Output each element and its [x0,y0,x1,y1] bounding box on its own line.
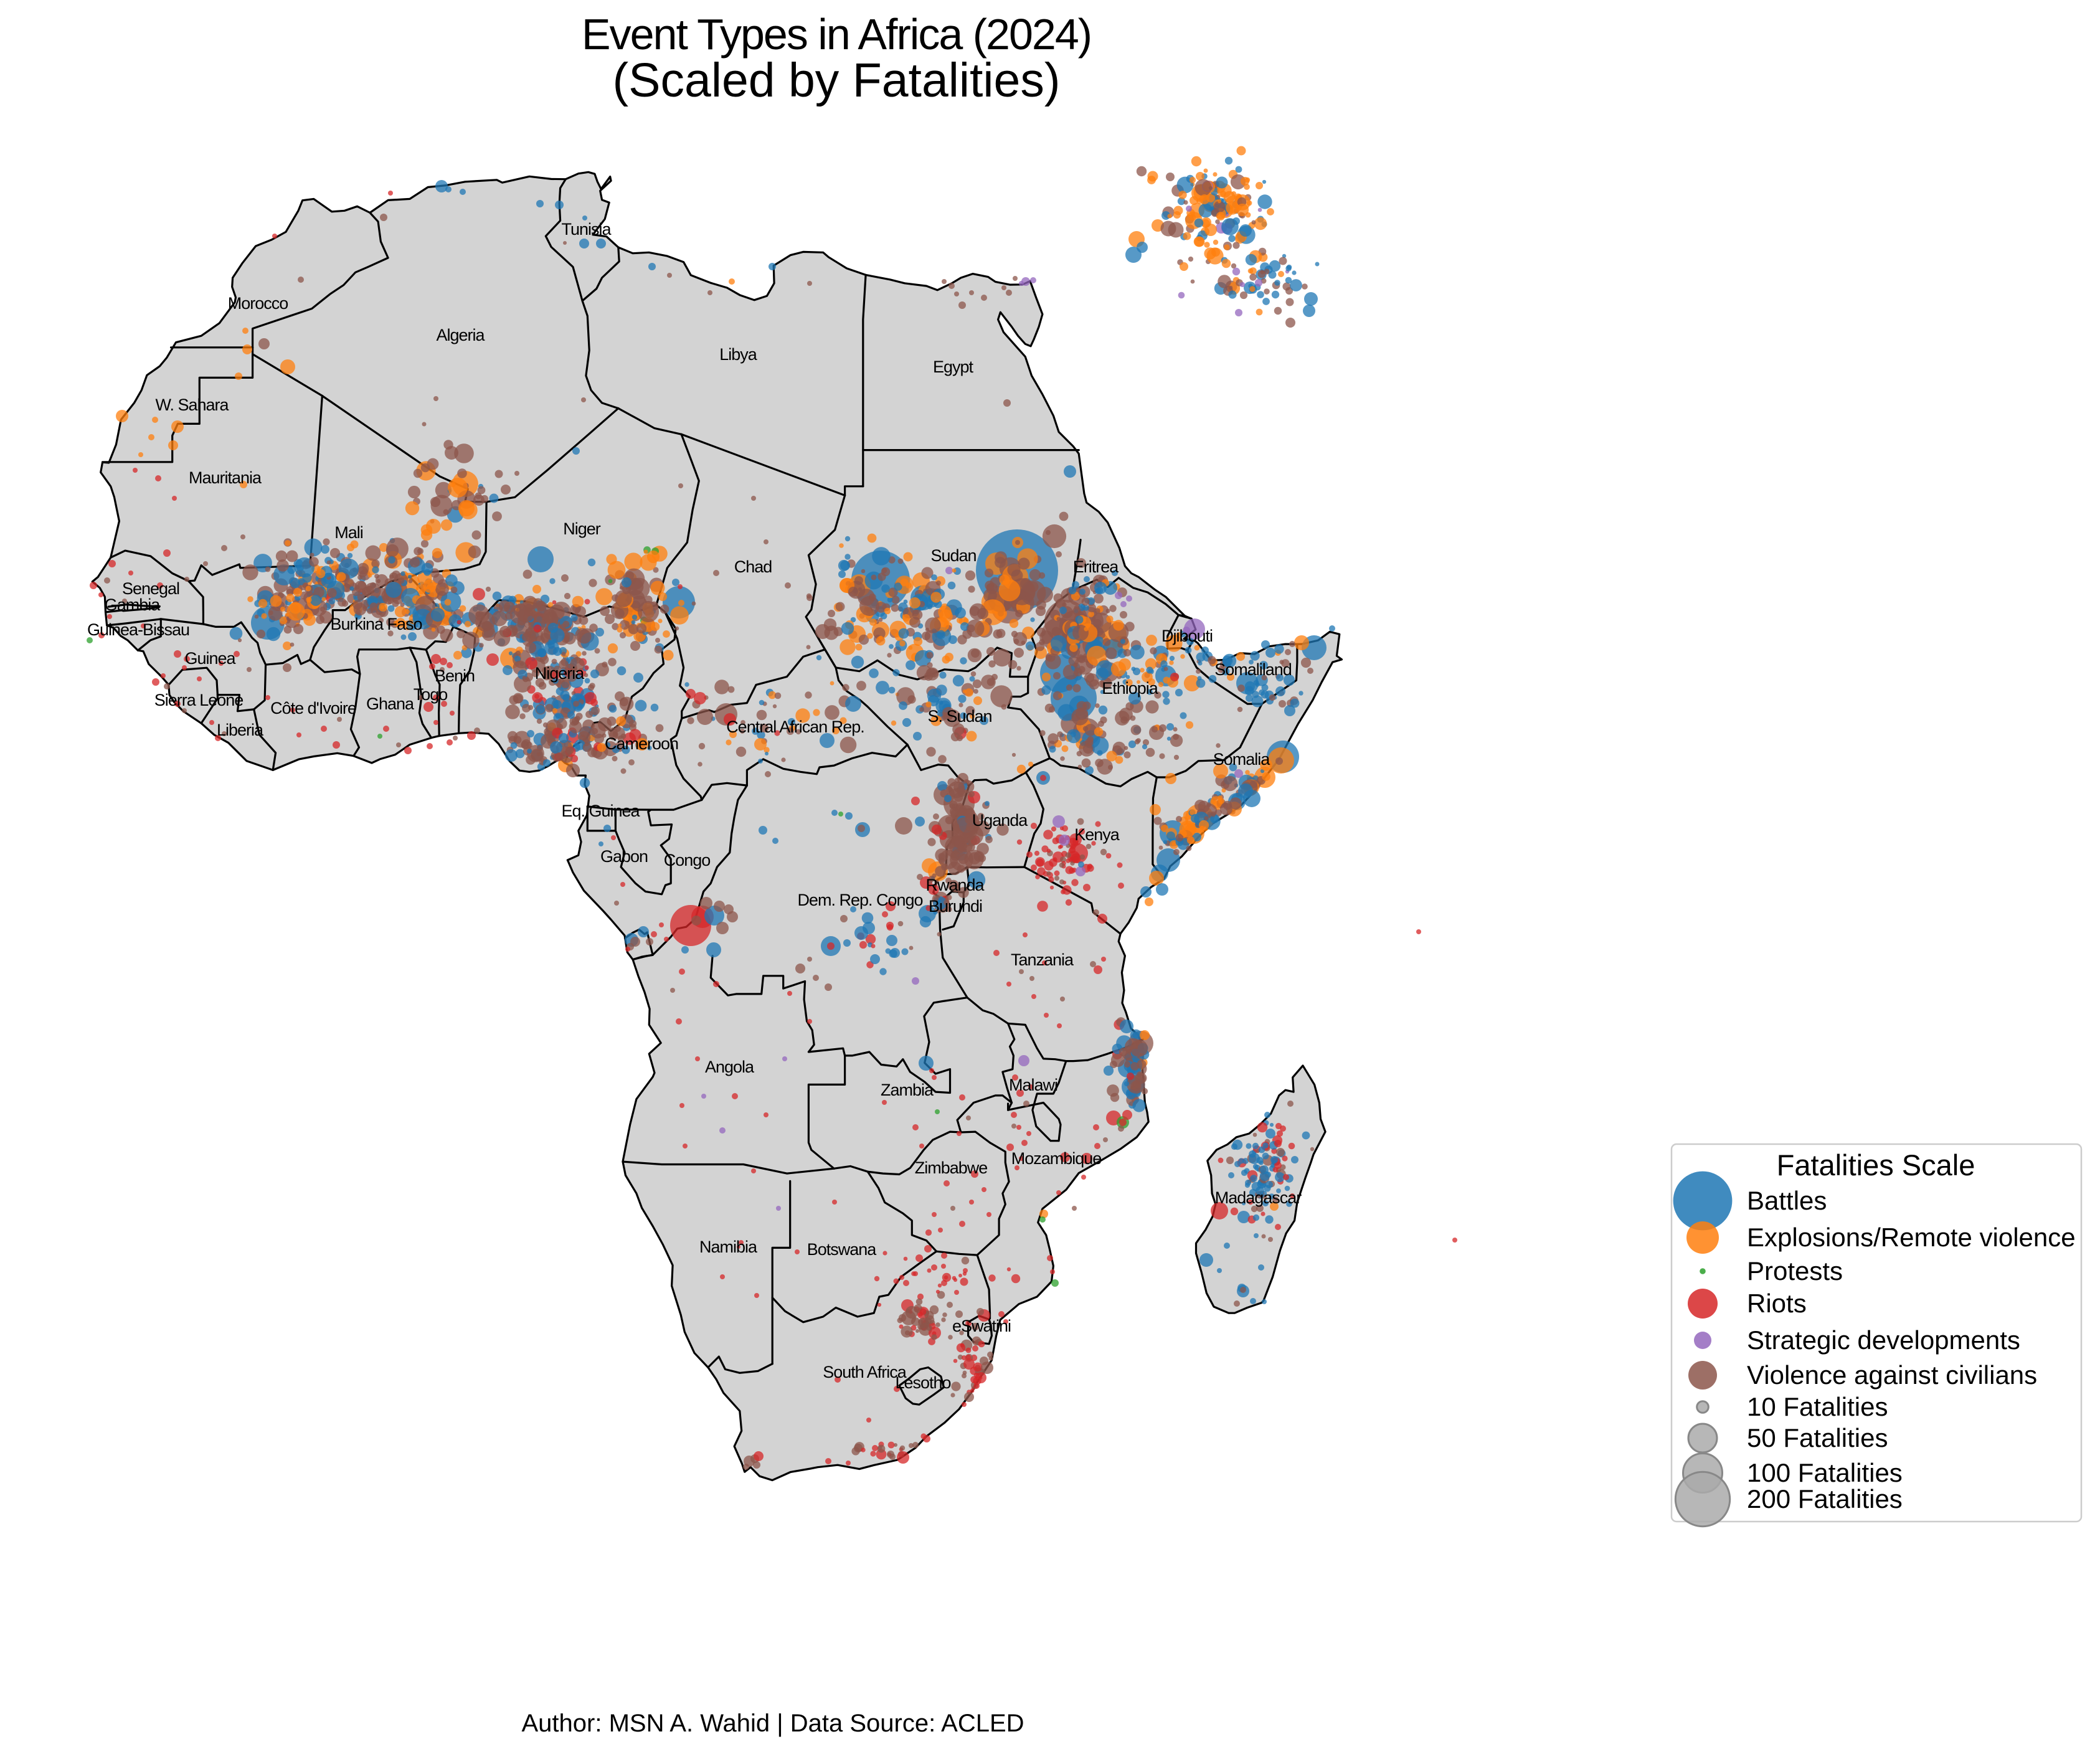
svg-text:10 Fatalities: 10 Fatalities [1747,1392,1888,1421]
svg-text:Botswana: Botswana [807,1240,877,1259]
svg-text:Riots: Riots [1747,1289,1807,1318]
svg-text:South Africa: South Africa [823,1363,907,1381]
svg-text:Côte d'Ivoire: Côte d'Ivoire [270,699,356,717]
svg-text:Ghana: Ghana [366,694,415,713]
svg-text:Ethiopia: Ethiopia [1102,679,1159,698]
svg-text:Chad: Chad [734,557,772,576]
svg-text:Battles: Battles [1747,1186,1827,1215]
svg-text:Protests: Protests [1747,1256,1843,1286]
svg-text:Guinea-Bissau: Guinea-Bissau [87,620,189,639]
svg-text:Central African Rep.: Central African Rep. [726,717,864,736]
svg-text:Somaliland: Somaliland [1214,660,1292,679]
svg-text:Lesotho: Lesotho [895,1373,950,1392]
svg-text:Zambia: Zambia [881,1081,934,1099]
svg-text:Mali: Mali [334,523,363,542]
svg-text:Niger: Niger [563,519,601,538]
svg-text:Sierra Leone: Sierra Leone [154,691,244,709]
svg-text:Burundi: Burundi [929,897,982,916]
svg-text:Angola: Angola [705,1058,755,1076]
svg-text:Djibouti: Djibouti [1161,627,1213,645]
svg-text:Algeria: Algeria [436,326,485,344]
svg-text:Togo: Togo [414,685,448,704]
svg-text:Event Types in Africa (2024): Event Types in Africa (2024) [582,10,1091,59]
svg-text:Tunisia: Tunisia [561,220,612,239]
svg-text:Namibia: Namibia [699,1238,758,1256]
svg-text:Fatalities Scale: Fatalities Scale [1777,1148,1975,1182]
svg-text:200 Fatalities: 200 Fatalities [1747,1484,1903,1513]
svg-text:Cameroon: Cameroon [605,734,678,753]
svg-text:Dem. Rep. Congo: Dem. Rep. Congo [797,891,922,909]
svg-text:Libya: Libya [719,345,758,364]
svg-text:Strategic developments: Strategic developments [1747,1325,2020,1355]
svg-text:Rwanda: Rwanda [925,876,985,894]
svg-text:Violence against civilians: Violence against civilians [1747,1360,2037,1390]
svg-text:Explosions/Remote violence: Explosions/Remote violence [1747,1223,2076,1252]
svg-text:Eq. Guinea: Eq. Guinea [561,802,640,820]
svg-text:eSwatini: eSwatini [952,1317,1011,1335]
svg-text:50 Fatalities: 50 Fatalities [1747,1423,1888,1452]
svg-text:(Scaled by Fatalities): (Scaled by Fatalities) [613,54,1061,107]
svg-text:W. Sahara: W. Sahara [155,395,229,414]
svg-text:100 Fatalities: 100 Fatalities [1747,1458,1903,1487]
svg-text:Egypt: Egypt [933,358,974,376]
svg-text:Benin: Benin [435,666,475,685]
svg-text:S. Sudan: S. Sudan [927,707,991,726]
svg-text:Somalia: Somalia [1213,750,1271,769]
svg-text:Gambia: Gambia [105,595,161,614]
svg-text:Mozambique: Mozambique [1011,1149,1102,1168]
svg-text:Gabon: Gabon [600,847,648,866]
svg-text:Congo: Congo [664,851,711,869]
svg-text:Eritrea: Eritrea [1073,557,1120,576]
svg-text:Liberia: Liberia [217,721,264,739]
svg-text:Mauritania: Mauritania [189,468,262,487]
svg-text:Morocco: Morocco [228,294,288,313]
svg-text:Malawi: Malawi [1009,1076,1057,1094]
svg-text:Kenya: Kenya [1074,825,1120,844]
svg-text:Zimbabwe: Zimbabwe [915,1158,988,1177]
svg-text:Senegal: Senegal [122,579,179,598]
svg-text:Burkina Faso: Burkina Faso [330,615,422,633]
svg-text:Author: MSN A. Wahid | Data So: Author: MSN A. Wahid | Data Source: ACLE… [521,1710,1024,1737]
svg-text:Sudan: Sudan [930,546,976,565]
svg-text:Guinea: Guinea [184,649,236,668]
svg-text:Nigeria: Nigeria [535,664,585,683]
svg-text:Uganda: Uganda [972,811,1029,830]
svg-text:Tanzania: Tanzania [1011,950,1074,969]
svg-text:Madagascar: Madagascar [1215,1188,1302,1207]
